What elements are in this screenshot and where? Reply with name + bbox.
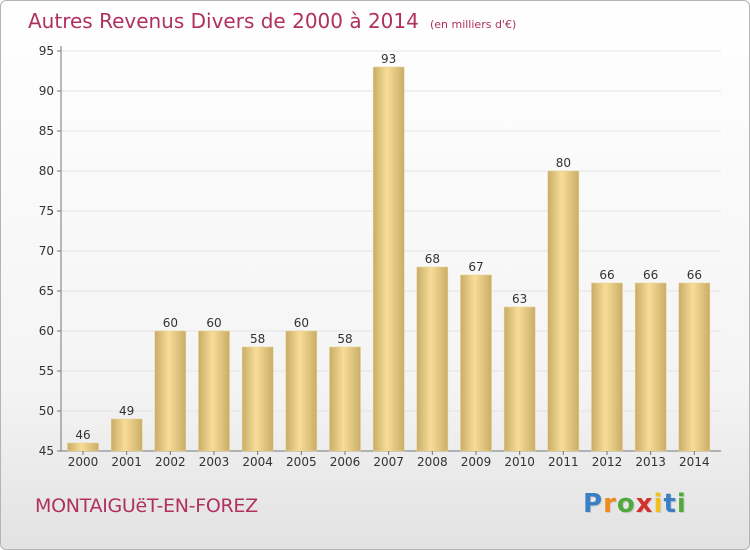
- bar-value-label: 67: [468, 260, 483, 274]
- x-tick-label: 2006: [330, 455, 361, 469]
- bar-value-label: 60: [294, 316, 309, 330]
- y-tick-label: 70: [39, 244, 54, 258]
- x-tick-label: 2010: [504, 455, 535, 469]
- logo-letter: P: [583, 489, 604, 519]
- logo-letter: i: [676, 489, 687, 519]
- y-tick-label: 80: [39, 164, 54, 178]
- city-name: MONTAIGUëT-EN-FOREZ: [35, 495, 258, 517]
- bar: [678, 282, 711, 452]
- bar-value-label: 66: [687, 268, 702, 282]
- proxiti-logo: Proxiti: [583, 489, 687, 519]
- y-tick-label: 65: [39, 284, 54, 298]
- x-tick-label: 2012: [592, 455, 623, 469]
- x-tick-label: 2002: [155, 455, 186, 469]
- bar: [547, 170, 580, 452]
- logo-letter: r: [603, 489, 617, 519]
- y-tick-label: 60: [39, 324, 54, 338]
- bar: [154, 330, 187, 452]
- y-tick-label: 85: [39, 124, 54, 138]
- bar: [416, 266, 449, 452]
- bar-value-label: 93: [381, 52, 396, 66]
- x-tick-label: 2011: [548, 455, 579, 469]
- bar: [372, 66, 405, 452]
- bar-value-label: 63: [512, 292, 527, 306]
- y-tick-label: 55: [39, 364, 54, 378]
- x-tick-label: 2004: [242, 455, 273, 469]
- bar-value-label: 68: [425, 252, 440, 266]
- bar: [634, 282, 667, 452]
- x-tick-label: 2003: [199, 455, 230, 469]
- bar: [329, 346, 361, 452]
- bar-value-label: 49: [119, 404, 134, 418]
- y-tick-label: 50: [39, 404, 54, 418]
- chart-unit: (en milliers d'€): [429, 18, 517, 31]
- y-tick-label: 45: [39, 444, 54, 458]
- y-tick-label: 95: [39, 44, 54, 58]
- y-tick-label: 90: [39, 84, 54, 98]
- bar: [285, 330, 318, 452]
- chart-title: Autres Revenus Divers de 2000 à 2014: [28, 9, 419, 33]
- bar-value-label: 58: [250, 332, 265, 346]
- bar: [241, 346, 274, 452]
- bar: [460, 274, 492, 452]
- bar-value-label: 46: [75, 428, 90, 442]
- x-tick-label: 2009: [461, 455, 492, 469]
- bar-value-label: 80: [556, 156, 571, 170]
- y-tick-label: 75: [39, 204, 54, 218]
- x-tick-label: 2014: [679, 455, 710, 469]
- bar: [503, 306, 536, 452]
- logo-letter: x: [635, 489, 654, 519]
- logo-letter: i: [653, 489, 664, 519]
- bar: [591, 282, 623, 452]
- x-tick-label: 2013: [635, 455, 666, 469]
- bar-value-label: 58: [337, 332, 352, 346]
- logo-letter: o: [616, 489, 636, 519]
- chart-title-block: Autres Revenus Divers de 2000 à 2014 (en…: [28, 9, 516, 33]
- bar: [198, 330, 230, 452]
- bar-value-label: 66: [643, 268, 658, 282]
- bar-value-label: 60: [206, 316, 221, 330]
- x-tick-label: 2005: [286, 455, 317, 469]
- bar: [110, 418, 143, 452]
- bar-value-label: 66: [599, 268, 614, 282]
- x-tick-label: 2008: [417, 455, 448, 469]
- bar-value-label: 60: [163, 316, 178, 330]
- x-tick-label: 2001: [111, 455, 142, 469]
- logo-letter: t: [663, 489, 677, 519]
- bar: [67, 442, 99, 452]
- x-tick-label: 2007: [373, 455, 404, 469]
- x-tick-label: 2000: [68, 455, 99, 469]
